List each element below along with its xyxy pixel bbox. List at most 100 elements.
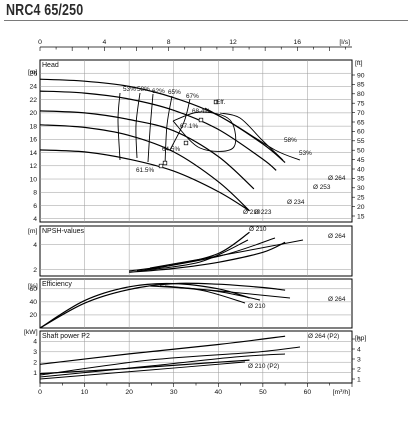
bottom-axis-unit: [m³/h] bbox=[333, 389, 350, 396]
efficiency-label: 53% bbox=[299, 150, 312, 157]
efficiency-y-tick: 40 bbox=[29, 299, 37, 306]
head-frame bbox=[39, 59, 353, 223]
efficiency-label: 53% bbox=[123, 86, 136, 93]
npsh-y-unit: [m] bbox=[28, 228, 38, 235]
iso-efficiency-curve bbox=[164, 95, 173, 166]
bep-marker bbox=[183, 140, 189, 146]
head-ft-tick: 15 bbox=[357, 213, 365, 220]
head-ft-tick: 80 bbox=[357, 91, 365, 98]
efficiency-curve bbox=[149, 285, 246, 304]
head-ft-tick: 45 bbox=[357, 157, 365, 164]
power-hp-unit: [hp] bbox=[355, 335, 366, 342]
efficiency-label: 64.5% bbox=[162, 146, 180, 153]
head-y-tick: 8 bbox=[33, 190, 37, 197]
head-y-unit: [m] bbox=[28, 69, 38, 76]
power-hp-tick: 1 bbox=[357, 376, 361, 383]
npsh-diameter-label: Ø 210 bbox=[249, 226, 267, 233]
power-hp-tick: 4 bbox=[357, 346, 361, 353]
head-y-tick: 10 bbox=[29, 176, 37, 183]
head-ft-tick: 20 bbox=[357, 204, 365, 211]
efficiency-curve bbox=[39, 282, 250, 329]
head-curve bbox=[39, 110, 255, 190]
top-axis-tick: 16 bbox=[294, 39, 302, 46]
head-ft-tick: 55 bbox=[357, 138, 365, 145]
iso-efficiency-curve bbox=[204, 107, 301, 161]
power-y-tick: 2 bbox=[33, 360, 37, 367]
head-diameter-label: Ø 234 bbox=[287, 199, 305, 206]
npsh-y-tick: 2 bbox=[33, 267, 37, 274]
head-ft-tick: 30 bbox=[357, 185, 365, 192]
chart-labels: 4681012141618202224261520253035404550556… bbox=[24, 39, 366, 396]
iso-efficiency-loop bbox=[172, 111, 237, 152]
power-y-tick: 1 bbox=[33, 370, 37, 377]
power-panel-title: Shaft power P2 bbox=[42, 333, 90, 340]
head-y-tick: 22 bbox=[29, 97, 37, 104]
top-axis-tick: 4 bbox=[102, 39, 106, 46]
head-ft-tick: 90 bbox=[357, 72, 365, 79]
top-axis-tick: 8 bbox=[167, 39, 171, 46]
data-curves bbox=[39, 78, 304, 380]
efficiency-label: 67.1% bbox=[180, 123, 198, 130]
grid-lines bbox=[39, 47, 355, 387]
npsh-curve bbox=[129, 241, 286, 273]
npsh-curve bbox=[136, 239, 249, 272]
npsh-frame bbox=[39, 225, 353, 277]
head-y-tick: 20 bbox=[29, 110, 37, 117]
head-ft-tick: 85 bbox=[357, 82, 365, 89]
npsh-curve bbox=[129, 231, 250, 272]
head-ft-tick: 25 bbox=[357, 195, 365, 202]
power-hp-tick: 3 bbox=[357, 356, 361, 363]
bottom-axis-tick: 40 bbox=[215, 389, 223, 396]
power-diameter-label: Ø 264 (P2) bbox=[308, 333, 339, 340]
top-axis-unit: [l/s] bbox=[339, 39, 350, 46]
power-curve bbox=[39, 353, 286, 378]
head-ft-tick: 65 bbox=[357, 119, 365, 126]
power-y-tick: 3 bbox=[33, 349, 37, 356]
power-y-unit: [kW] bbox=[24, 329, 38, 336]
efficiency-label: 61.5% bbox=[136, 167, 154, 174]
head-ft-tick: 40 bbox=[357, 166, 365, 173]
head-panel-title: Head bbox=[42, 62, 59, 69]
head-ft-tick: 35 bbox=[357, 176, 365, 183]
bep-marker bbox=[162, 160, 168, 166]
head-ft-tick: 60 bbox=[357, 129, 365, 136]
power-hp-tick: 5 bbox=[357, 336, 361, 343]
bottom-axis-tick: 50 bbox=[259, 389, 267, 396]
npsh-diameter-label: Ø 264 bbox=[328, 233, 346, 240]
page-title: NRC4 65/250 bbox=[6, 2, 84, 19]
power-curve bbox=[39, 346, 301, 376]
efficiency-label: 65% bbox=[168, 89, 181, 96]
efficiency-label: 68.4% bbox=[192, 108, 210, 115]
efficiency-label: 62% bbox=[152, 88, 165, 95]
bep-marker bbox=[213, 99, 219, 105]
head-curve bbox=[39, 124, 250, 212]
iso-efficiency-curve bbox=[147, 93, 154, 163]
iso-efficiency-curve bbox=[135, 92, 141, 159]
head-diameter-label: Ø 223 bbox=[254, 209, 272, 216]
head-ft-unit: [ft] bbox=[355, 60, 363, 67]
top-axis-tick: 0 bbox=[38, 39, 42, 46]
bottom-axis-tick: 0 bbox=[38, 389, 42, 396]
efficiency-panel-title: Efficiency bbox=[42, 281, 72, 288]
head-diameter-label: Ø 264 bbox=[328, 175, 346, 182]
bottom-axis-tick: 30 bbox=[170, 389, 178, 396]
head-curve bbox=[39, 149, 250, 212]
power-y-tick: 4 bbox=[33, 339, 37, 346]
head-ft-tick: 50 bbox=[357, 148, 365, 155]
bottom-axis-tick: 60 bbox=[304, 389, 312, 396]
head-ft-tick: 75 bbox=[357, 101, 365, 108]
power-hp-tick: 2 bbox=[357, 366, 361, 373]
power-curve bbox=[39, 361, 246, 380]
bep-marker bbox=[158, 163, 164, 169]
head-y-tick: 24 bbox=[29, 84, 37, 91]
efficiency-y-tick: 20 bbox=[29, 312, 37, 319]
bep-marker bbox=[198, 117, 204, 123]
head-y-tick: 18 bbox=[29, 123, 37, 130]
head-curve bbox=[39, 78, 286, 163]
efficiency-label: Eff. bbox=[216, 99, 226, 106]
top-axis-tick: 12 bbox=[229, 39, 237, 46]
iso-efficiency-curve bbox=[219, 112, 284, 161]
npsh-y-tick: 4 bbox=[33, 242, 37, 249]
efficiency-curve bbox=[164, 285, 291, 299]
